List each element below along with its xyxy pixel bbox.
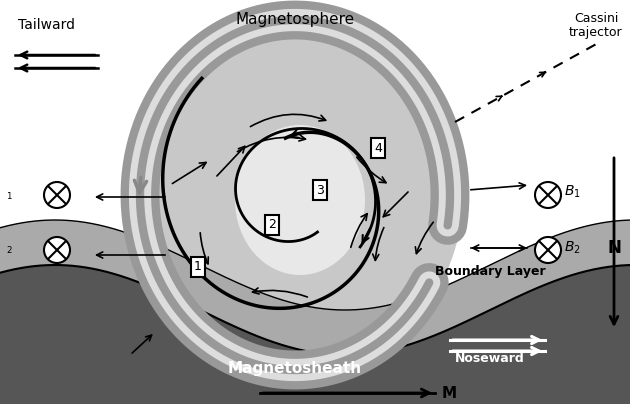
Polygon shape: [0, 265, 630, 404]
Text: 2: 2: [268, 219, 276, 231]
Circle shape: [535, 182, 561, 208]
Text: 3: 3: [316, 183, 324, 196]
Polygon shape: [0, 265, 630, 404]
Circle shape: [44, 237, 70, 263]
Text: Magnetosphere: Magnetosphere: [236, 12, 355, 27]
Text: M: M: [442, 385, 457, 400]
Polygon shape: [0, 220, 630, 355]
Text: N: N: [607, 239, 621, 257]
Text: $_2$: $_2$: [6, 244, 13, 257]
Text: Cassini: Cassini: [574, 12, 618, 25]
Circle shape: [44, 182, 70, 208]
Text: Magnetosheath: Magnetosheath: [228, 360, 362, 375]
Text: Tailward: Tailward: [18, 18, 75, 32]
Text: 4: 4: [374, 141, 382, 154]
Text: 1: 1: [194, 261, 202, 274]
Text: Boundary Layer: Boundary Layer: [435, 265, 546, 278]
Ellipse shape: [235, 125, 365, 275]
Circle shape: [535, 237, 561, 263]
Text: $B_1$: $B_1$: [564, 184, 581, 200]
Text: $_1$: $_1$: [6, 189, 13, 202]
Ellipse shape: [127, 17, 463, 373]
Text: Noseward: Noseward: [455, 351, 525, 364]
Polygon shape: [0, 220, 630, 355]
Text: $B_2$: $B_2$: [564, 240, 581, 256]
Text: trajector: trajector: [569, 26, 623, 39]
